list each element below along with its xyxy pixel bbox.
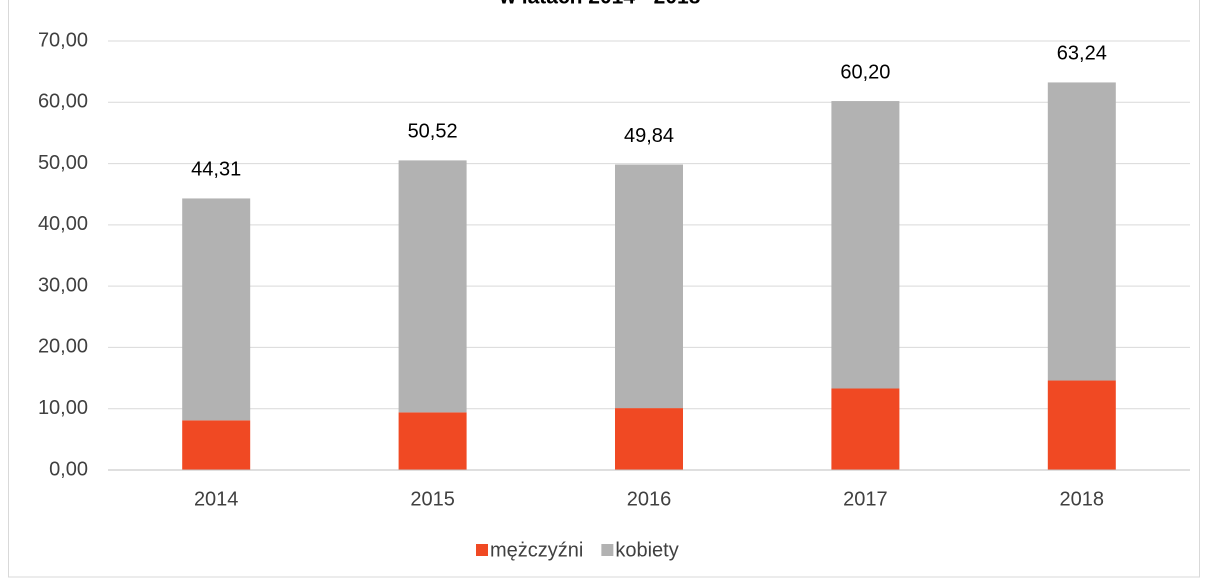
bar-segment: [1047, 380, 1116, 470]
bar-segment: [831, 101, 900, 389]
y-tick-label: 30,00: [38, 274, 88, 296]
y-tick-label: 40,00: [38, 213, 88, 235]
y-tick-label: 60,00: [38, 91, 88, 113]
x-tick-label: 2014: [194, 488, 239, 510]
y-tick-label: 50,00: [38, 152, 88, 174]
bar-segment: [1047, 82, 1116, 381]
legend-label: kobiety: [615, 539, 678, 561]
x-tick-label: 2017: [843, 488, 888, 510]
y-tick-label: 10,00: [38, 397, 88, 419]
bar-segment: [615, 164, 683, 409]
x-tick-label: 2016: [627, 488, 672, 510]
bar-segment: [398, 160, 467, 413]
x-tick-label: 2018: [1060, 488, 1105, 510]
total-label: 50,52: [408, 121, 458, 143]
y-tick-label: 0,00: [49, 458, 88, 480]
legend-label: mężczyźni: [490, 539, 583, 561]
legend-swatch: [476, 544, 488, 556]
total-label: 60,20: [840, 61, 890, 83]
y-tick-label: 70,00: [38, 29, 88, 51]
bar-segment: [182, 420, 251, 470]
y-tick-label: 20,00: [38, 336, 88, 358]
chart-title: w latach 2014 - 2018: [499, 0, 701, 9]
bar-segment: [182, 198, 251, 421]
legend-swatch: [601, 544, 614, 556]
bar-segment: [831, 388, 900, 470]
total-label: 63,24: [1057, 43, 1107, 65]
total-label: 44,31: [191, 159, 241, 181]
total-label: 49,84: [624, 125, 674, 147]
x-tick-label: 2015: [410, 488, 455, 510]
bar-segment: [398, 412, 467, 470]
bar-segment: [615, 408, 683, 470]
